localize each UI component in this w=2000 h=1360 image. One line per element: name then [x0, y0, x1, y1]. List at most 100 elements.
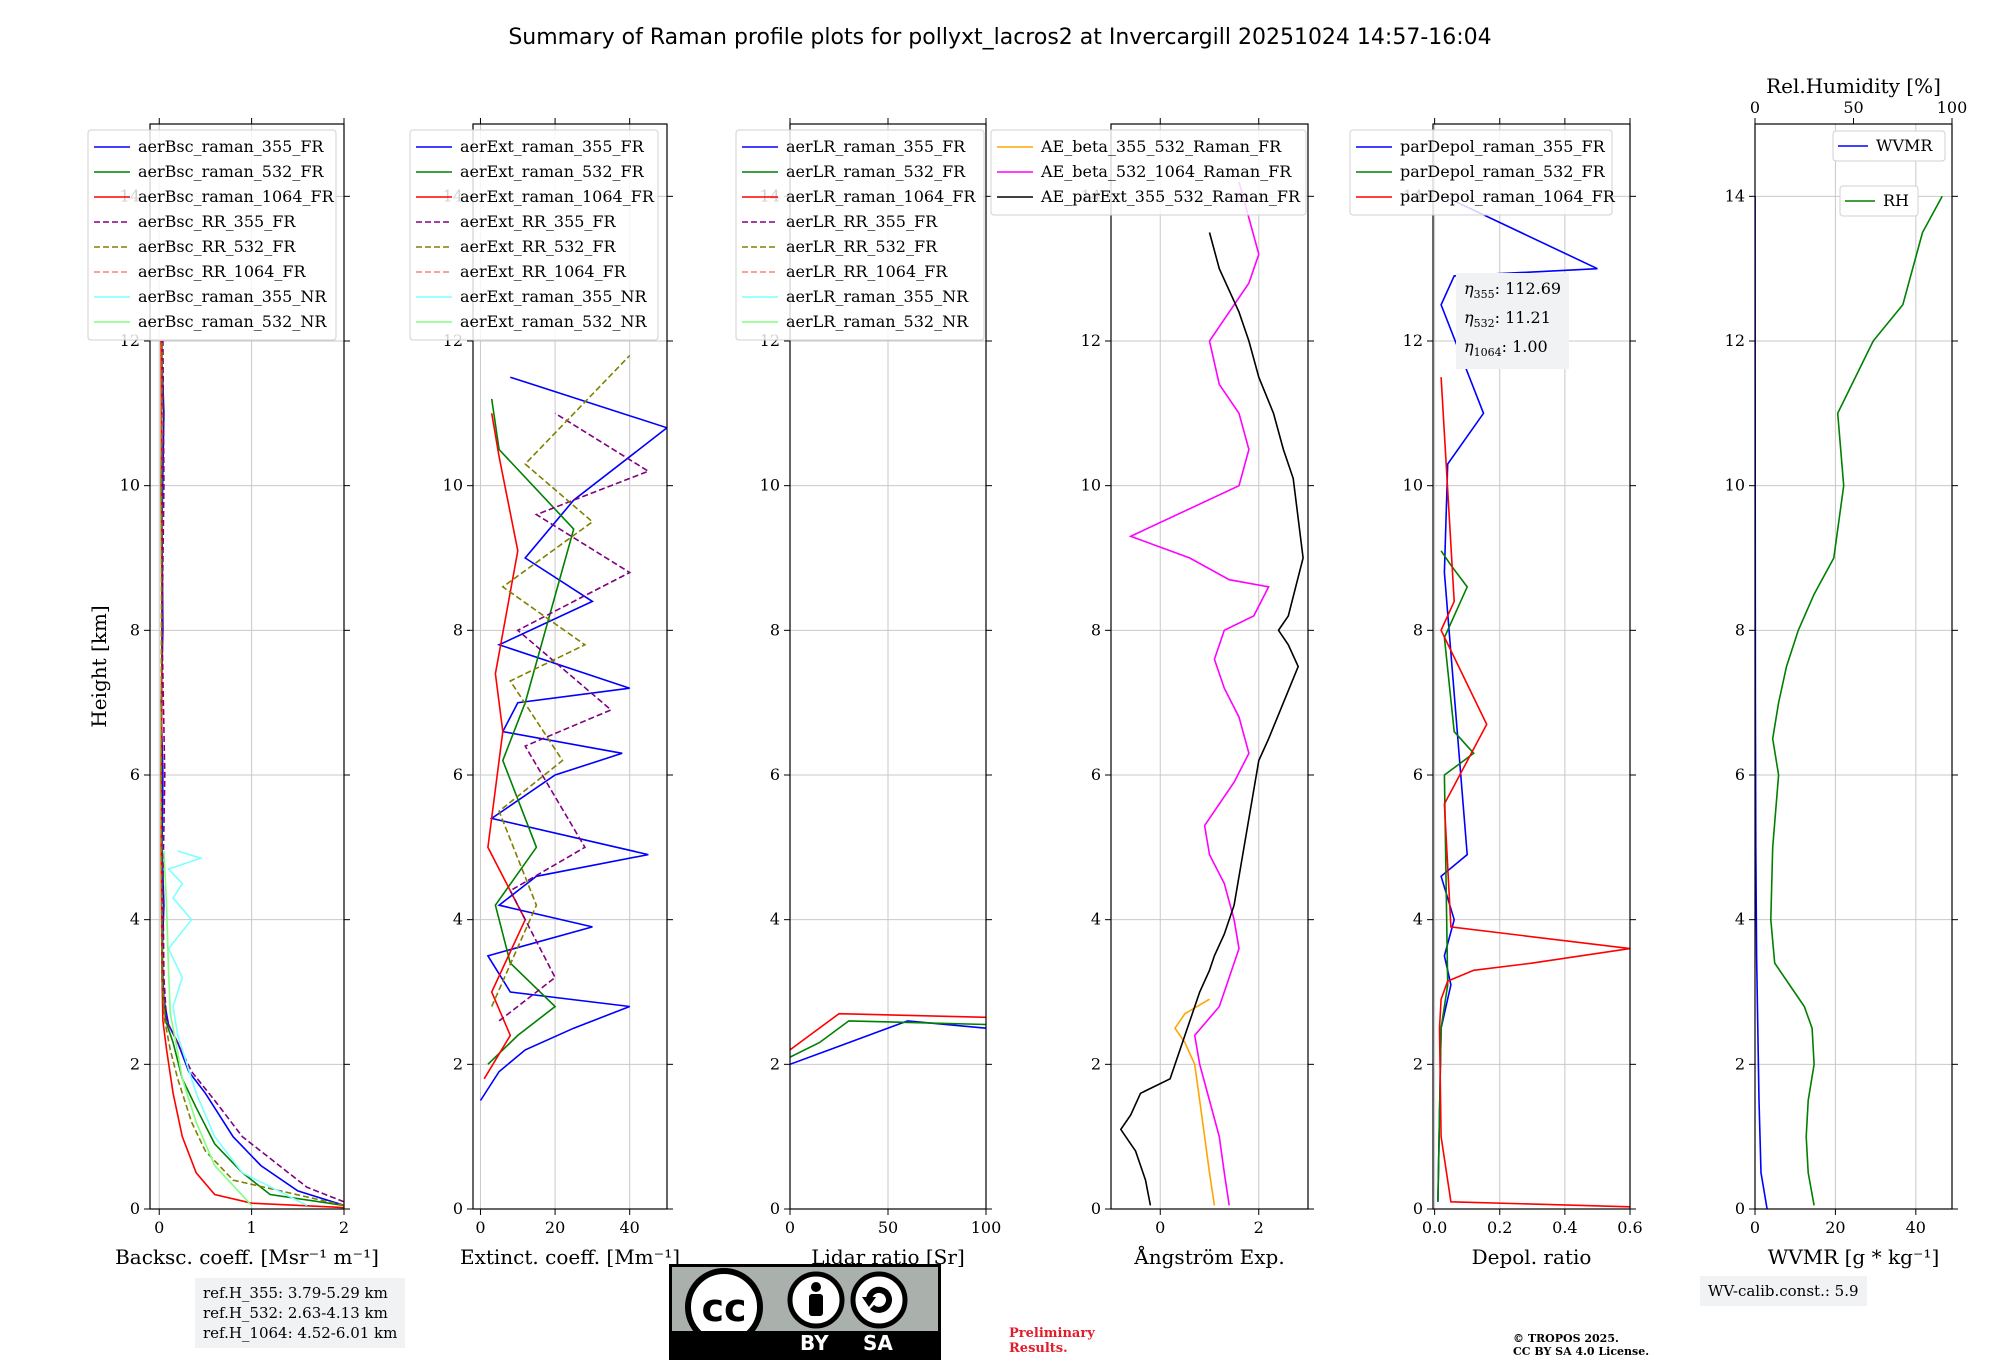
- panel-ext: 0204002468101214Extinct. coeff. [Mm⁻¹]ae…: [409, 118, 680, 1269]
- ext-xtick-label-2: 40: [620, 1218, 640, 1237]
- ext-frame: [472, 123, 668, 1210]
- rh-legend-label: RH: [1883, 191, 1909, 210]
- lr-legend: aerLR_raman_355_FR aerLR_raman_532_FR aerL…: [735, 129, 985, 341]
- dep-xlabel: Depol. ratio: [1472, 1245, 1592, 1269]
- dep-legend-label-2: parDepol_raman_1064_FR: [1400, 187, 1616, 206]
- dep-series-group: [1437, 195, 1630, 1208]
- ext-ytick-label-4: 8: [453, 620, 463, 639]
- ae-xlabel: Ångström Exp.: [1133, 1244, 1284, 1269]
- attribution-head: [811, 1282, 821, 1292]
- lr-ytick-label-2: 4: [770, 910, 780, 929]
- panel-ae: 0202468101214Ångström Exp.AE_beta_355_53…: [990, 118, 1314, 1269]
- rh-top-tick-label-1: 50: [1843, 98, 1863, 117]
- rh-top-tick-label-2: 100: [1937, 98, 1968, 117]
- by-label: BY: [800, 1331, 829, 1355]
- dep-legend-frame: [1349, 129, 1613, 216]
- preliminary-line2: Results.: [1009, 1341, 1068, 1356]
- wv-series-WVMR: [1755, 196, 1768, 1209]
- bsc-legend-label-3: aerBsc_RR_355_FR: [138, 212, 296, 231]
- bsc-xtick-label-1: 1: [247, 1218, 257, 1237]
- rh-top-label: Rel.Humidity [%]: [1766, 74, 1941, 98]
- dep-ytick-label-2: 4: [1413, 910, 1423, 929]
- ext-series-group: [479, 354, 667, 1101]
- cc-license-badge: cc BY SA: [669, 1264, 941, 1360]
- share-alike-arrow: [865, 1286, 892, 1313]
- bsc-legend-label-1: aerBsc_raman_532_FR: [138, 162, 324, 181]
- wv-ytick-label-6: 12: [1725, 331, 1745, 350]
- lr-series-aerLR_raman_532_FR: [790, 1020, 986, 1058]
- wv-ytick-label-5: 10: [1725, 476, 1745, 495]
- ext-legend-label-2: aerExt_raman_1064_FR: [460, 187, 655, 206]
- bsc-ytick-label-4: 8: [130, 620, 140, 639]
- lr-ytick-label-1: 2: [770, 1054, 780, 1073]
- eta-box: η355: 112.69 η532: 11.21 η1064: 1.00: [1456, 273, 1570, 369]
- wv-calib-box: WV-calib.const.: 5.9: [1700, 1276, 1867, 1306]
- bsc-series-group: [160, 340, 344, 1209]
- lr-ytick-label-0: 0: [770, 1199, 780, 1218]
- cc-badge-graphic: cc: [685, 1268, 908, 1346]
- lr-legend-label-7: aerLR_raman_532_NR: [786, 312, 969, 331]
- ae-ytick-label-2: 4: [1091, 910, 1101, 929]
- attribution-body: [809, 1294, 823, 1316]
- dep-xtick-label-1: 0.2: [1487, 1218, 1512, 1237]
- ext-series-aerExt_raman_532_FR: [487, 398, 575, 1065]
- bsc-legend-label-7: aerBsc_raman_532_NR: [138, 312, 327, 331]
- preliminary-line1: Preliminary: [1009, 1326, 1095, 1341]
- share-alike-icon: [850, 1271, 908, 1329]
- bsc-ytick-label-3: 6: [130, 765, 140, 784]
- ae-xtick-label-0: 0: [1155, 1218, 1165, 1237]
- wv-xtick-label-1: 20: [1825, 1218, 1845, 1237]
- ext-legend-label-5: aerExt_RR_1064_FR: [460, 262, 627, 281]
- ae-ytick-label-3: 6: [1091, 765, 1101, 784]
- ext-xtick-label-0: 0: [475, 1218, 485, 1237]
- lr-legend-label-3: aerLR_RR_355_FR: [786, 212, 938, 231]
- bsc-series-aerBsc_raman_355_NR: [167, 850, 308, 1207]
- ext-ytick-label-1: 2: [453, 1054, 463, 1073]
- ae-ytick-label-5: 10: [1081, 476, 1101, 495]
- panel-wv: 0 20 40 0 2 4 6 8 10 12 14 WVMR [g * kg⁻¹] 0 50 100Rel…: [1725, 74, 1968, 1269]
- ae-legend-frame: [990, 129, 1307, 216]
- dep-series-parDepol_raman_1064_FR: [1438, 377, 1630, 1208]
- bsc-legend-label-2: aerBsc_raman_1064_FR: [138, 187, 335, 206]
- wvmr-legend: WVMR: [1832, 130, 1946, 162]
- dep-series-parDepol_raman_532_FR: [1437, 550, 1475, 1202]
- wv-ytick-label-2: 4: [1735, 910, 1745, 929]
- bsc-series-aerBsc_raman_355_FR: [160, 340, 344, 1207]
- ae-legend-label-0: AE_beta_355_532_Raman_FR: [1040, 137, 1282, 156]
- bsc-legend-label-6: aerBsc_raman_355_NR: [138, 287, 327, 306]
- lr-xtick-label-0: 0: [785, 1218, 795, 1237]
- lr-legend-label-2: aerLR_raman_1064_FR: [786, 187, 976, 206]
- rh-legend: RH: [1839, 185, 1919, 217]
- lr-series-aerLR_raman_1064_FR: [790, 1012, 986, 1051]
- bsc-ytick-label-1: 2: [130, 1054, 140, 1073]
- wv-xlabel: WVMR [g * kg⁻¹]: [1768, 1245, 1940, 1269]
- dep-legend-label-1: parDepol_raman_532_FR: [1400, 162, 1606, 181]
- sa-label: SA: [863, 1331, 893, 1355]
- ext-legend-label-3: aerExt_RR_355_FR: [460, 212, 617, 231]
- wv-ytick-label-0: 0: [1735, 1199, 1745, 1218]
- wv-series-group: [1755, 195, 1943, 1209]
- wv-xtick-label-2: 40: [1906, 1218, 1926, 1237]
- ae-ytick-label-4: 8: [1091, 620, 1101, 639]
- refh-532-label: ref.H_532: 2.63-4.13 km: [203, 1304, 388, 1322]
- lr-legend-label-5: aerLR_RR_1064_FR: [786, 262, 948, 281]
- ae-xtick-label-1: 2: [1254, 1218, 1264, 1237]
- panels-layer: 01202468101214Backsc. coeff. [Msr⁻¹ m⁻¹]…: [87, 74, 1967, 1269]
- dep-ytick-label-0: 0: [1413, 1199, 1423, 1218]
- dep-xtick-label-3: 0.6: [1617, 1218, 1642, 1237]
- bsc-series-aerBsc_raman_1064_FR: [160, 340, 344, 1209]
- bsc-series-aerBsc_raman_532_NR: [163, 850, 253, 1206]
- ae-legend-label-2: AE_parExt_355_532_Raman_FR: [1040, 187, 1301, 206]
- ae-series-AE_beta_532_1064_Raman_FR: [1128, 181, 1270, 1206]
- ext-ytick-label-0: 0: [453, 1199, 463, 1218]
- ext-xlabel: Extinct. coeff. [Mm⁻¹]: [460, 1245, 680, 1269]
- ae-frame: [1110, 123, 1309, 1210]
- panel-dep: 0.00.20.40.602468101214Depol. ratioparDe…: [1349, 118, 1643, 1269]
- refh-355-label: ref.H_355: 3.79-5.29 km: [203, 1284, 388, 1302]
- wv-calib-label: WV-calib.const.: 5.9: [1708, 1282, 1859, 1300]
- panel-bsc: 01202468101214Backsc. coeff. [Msr⁻¹ m⁻¹]…: [87, 118, 379, 1269]
- ext-series-aerExt_raman_1064_FR: [483, 413, 527, 1080]
- bsc-ytick-label-0: 0: [130, 1199, 140, 1218]
- ae-legend: AE_beta_355_532_Raman_FR AE_beta_532_1064…: [990, 129, 1307, 216]
- dep-frame: [1432, 123, 1631, 1210]
